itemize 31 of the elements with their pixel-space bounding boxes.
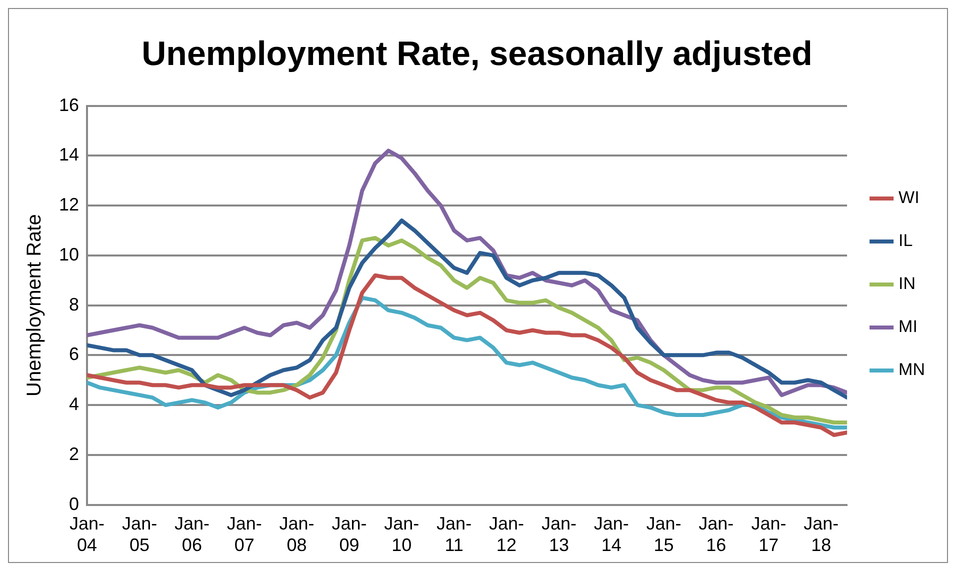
x-tick-label: Jan-15 — [646, 514, 682, 556]
x-tick-label: Jan-13 — [541, 514, 576, 556]
y-axis-title: Unemployment Rate — [24, 214, 46, 396]
y-tick-label: 2 — [69, 444, 80, 464]
y-tick-label: 10 — [58, 244, 80, 264]
x-tick-label: Jan-14 — [594, 514, 629, 556]
x-tick-label: Jan-05 — [122, 514, 158, 556]
x-tick-label: Jan-06 — [174, 514, 210, 556]
y-tick-label: 0 — [69, 494, 80, 514]
y-tick-label: 14 — [58, 144, 80, 165]
legend-label: IL — [898, 231, 913, 250]
chart-title: Unemployment Rate, seasonally adjusted — [142, 34, 812, 73]
x-tick-label: Jan-12 — [488, 514, 524, 556]
legend-label: WI — [898, 188, 920, 208]
legend-label: IN — [898, 274, 916, 294]
x-tick-label: Jan-04 — [70, 514, 105, 556]
y-tick-label: 6 — [69, 344, 80, 364]
x-tick-label: Jan-17 — [751, 514, 786, 556]
x-tick-label: Jan-11 — [436, 514, 472, 556]
legend-label: MN — [898, 360, 926, 380]
x-tick-label: Jan-16 — [698, 514, 734, 556]
x-tick-label: Jan-18 — [804, 514, 839, 556]
x-tick-label: Jan-10 — [384, 514, 420, 556]
x-tick-label: Jan-08 — [279, 514, 314, 556]
y-tick-label: 16 — [58, 94, 80, 115]
y-tick-label: 8 — [69, 294, 80, 314]
x-tick-label: Jan-07 — [226, 514, 262, 556]
y-tick-label: 12 — [58, 194, 80, 215]
y-tick-label: 4 — [69, 394, 80, 414]
x-tick-label: Jan-09 — [332, 514, 367, 556]
legend-label: MI — [898, 317, 918, 336]
